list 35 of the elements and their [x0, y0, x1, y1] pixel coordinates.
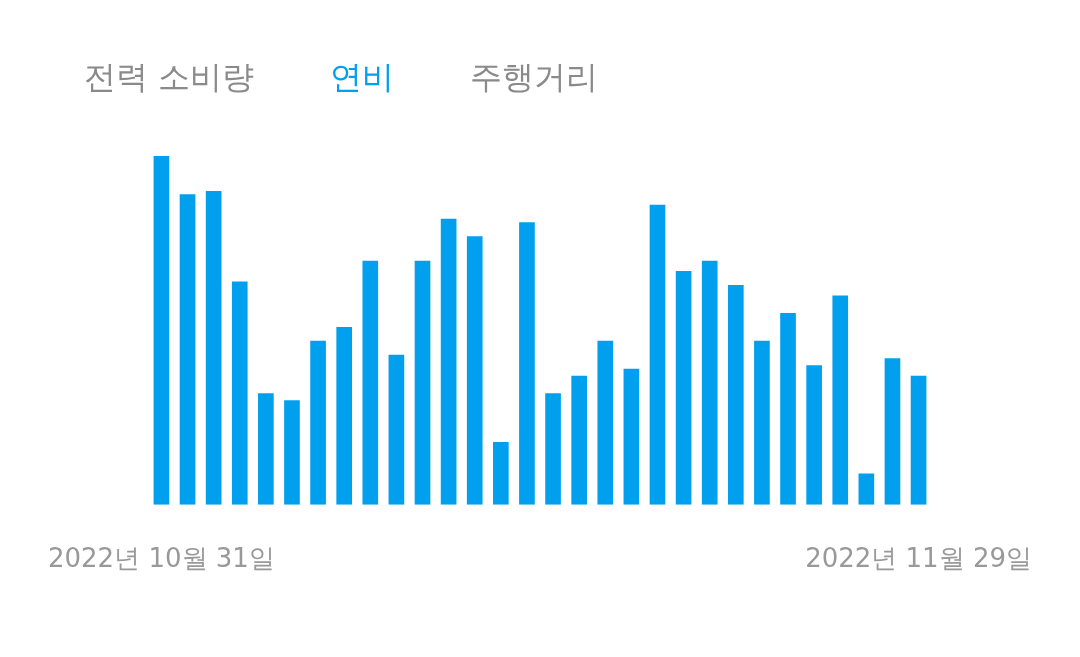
bar: [284, 400, 300, 505]
bar: [597, 340, 614, 505]
bar: [258, 393, 274, 505]
bar: [153, 156, 170, 505]
bar: [858, 473, 875, 505]
bar: [754, 340, 770, 505]
bar: [205, 190, 222, 505]
bar: [362, 260, 379, 505]
bar: [310, 340, 326, 505]
bar: [623, 368, 640, 505]
bar: [466, 236, 483, 505]
bar: [336, 326, 353, 505]
x-tick-label: 2022년 11월 29일: [805, 543, 1033, 574]
bar: [231, 281, 248, 505]
text: 주행거리: [470, 57, 599, 98]
bar: [832, 295, 849, 505]
bar: [780, 312, 796, 505]
bar: [910, 375, 927, 505]
bar: [884, 358, 901, 505]
bar: [806, 365, 822, 505]
bar: [701, 260, 718, 505]
x-tick-label: 2022년 10월 31일: [47, 543, 275, 574]
chart-title: 연비: [330, 57, 395, 98]
bar: [727, 285, 744, 505]
text: 전력 소비량: [84, 57, 255, 98]
bar: [179, 194, 196, 505]
bar: [571, 375, 587, 505]
bar: [545, 393, 561, 505]
bar: [675, 271, 692, 505]
bar: [388, 354, 405, 505]
bar: [519, 222, 535, 505]
bar: [414, 260, 431, 505]
bar: [493, 442, 509, 505]
bar: [440, 218, 457, 505]
bar: [649, 204, 666, 505]
